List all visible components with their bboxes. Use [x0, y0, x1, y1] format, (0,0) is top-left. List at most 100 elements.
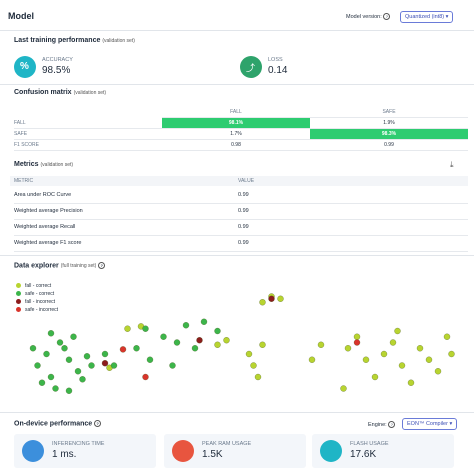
legend-dot [16, 291, 21, 297]
section-title: On-device performance ? [14, 420, 102, 428]
title: Model [8, 11, 34, 21]
cell: 1.7% [162, 129, 310, 140]
t: On-device performance [14, 420, 93, 428]
card-icon [320, 440, 342, 462]
column-header: VALUE [238, 178, 255, 184]
point[interactable] [389, 339, 397, 346]
point[interactable] [448, 350, 455, 358]
row-label: F1 SCORE [14, 140, 162, 151]
point[interactable] [277, 295, 284, 302]
point[interactable] [182, 322, 190, 329]
point[interactable] [119, 346, 127, 353]
point[interactable] [196, 337, 203, 344]
point[interactable] [443, 333, 451, 340]
point[interactable] [70, 333, 77, 340]
label: Engine: [368, 421, 387, 428]
point[interactable] [56, 339, 64, 346]
point[interactable] [380, 350, 388, 358]
note: (validation set) [73, 90, 107, 96]
point[interactable] [43, 350, 50, 358]
point[interactable] [191, 345, 199, 352]
point[interactable] [146, 356, 154, 363]
legend-text: safe - correct [25, 291, 55, 297]
point[interactable] [34, 362, 41, 369]
section-title: Last training performance (validation set… [14, 37, 135, 44]
point[interactable] [160, 333, 167, 340]
point[interactable] [371, 373, 379, 381]
point[interactable] [317, 341, 325, 348]
point[interactable] [101, 360, 109, 367]
point[interactable] [425, 356, 433, 363]
engine-dropdown[interactable]: EON™ Compiler ▾ [402, 418, 458, 430]
row-label: FALL [14, 118, 162, 129]
point[interactable] [259, 341, 266, 348]
point[interactable] [259, 299, 266, 306]
point[interactable] [416, 345, 424, 352]
point[interactable] [394, 327, 401, 335]
point[interactable] [245, 350, 253, 358]
point[interactable] [254, 373, 262, 381]
point[interactable] [200, 318, 208, 325]
point[interactable] [407, 379, 415, 386]
legend-text: fall - incorrect [25, 299, 56, 305]
note: (full training set) [60, 263, 97, 270]
point[interactable] [65, 356, 73, 363]
point[interactable] [344, 345, 352, 352]
point[interactable] [214, 327, 221, 335]
label: Model version: [346, 13, 382, 20]
legend-entry: safe - correct [16, 291, 54, 297]
legend-text: fall - correct [25, 283, 52, 289]
point[interactable] [38, 379, 46, 386]
point[interactable] [88, 362, 95, 369]
download[interactable]: ⤓ [450, 160, 454, 169]
column-header: SAFE [310, 107, 468, 118]
point[interactable] [29, 345, 37, 352]
cell: 98.3% [310, 129, 468, 140]
point[interactable] [65, 387, 73, 394]
point[interactable] [362, 356, 370, 363]
point[interactable] [308, 356, 316, 363]
legend-entry: safe - incorrect [16, 307, 58, 313]
point[interactable] [250, 362, 257, 369]
legend-dot [16, 299, 21, 305]
card-value: 17.6K [350, 449, 377, 460]
version-dropdown[interactable]: Quantized (int8) ▾ [400, 11, 454, 23]
value: EON™ Compiler [407, 421, 448, 427]
point[interactable] [223, 337, 230, 344]
legend-dot [16, 307, 21, 313]
section-title: Metrics (validation set) [14, 161, 73, 168]
point[interactable] [434, 368, 442, 375]
engine-label: Engine: ? [368, 421, 396, 428]
point[interactable] [83, 353, 91, 360]
point[interactable] [52, 385, 59, 392]
card-icon [172, 440, 194, 462]
point[interactable] [353, 339, 361, 346]
point[interactable] [110, 362, 118, 369]
point[interactable] [47, 373, 55, 381]
point[interactable] [142, 325, 149, 332]
card-value: 1 ms. [52, 449, 77, 460]
point[interactable] [61, 345, 68, 352]
point[interactable] [79, 376, 86, 383]
metric-value: 0.99 [238, 205, 468, 220]
metric-name: Weighted average F1 score [14, 237, 238, 252]
metric-name: Weighted average Precision [14, 205, 238, 220]
point[interactable] [398, 362, 406, 369]
metric-value: 0.99 [238, 189, 468, 204]
point[interactable] [124, 325, 131, 332]
point[interactable] [353, 333, 361, 340]
t: Confusion matrix [14, 89, 72, 96]
point[interactable] [133, 345, 140, 352]
point[interactable] [74, 368, 82, 375]
legend-entry: fall - incorrect [16, 299, 55, 305]
point[interactable] [214, 341, 221, 348]
point[interactable] [47, 330, 55, 337]
card-label: FLASH USAGE [350, 441, 389, 447]
point[interactable] [173, 339, 181, 346]
point[interactable] [268, 295, 275, 302]
point[interactable] [101, 350, 109, 358]
point[interactable] [142, 373, 149, 381]
point[interactable] [169, 362, 176, 369]
point[interactable] [340, 385, 347, 392]
